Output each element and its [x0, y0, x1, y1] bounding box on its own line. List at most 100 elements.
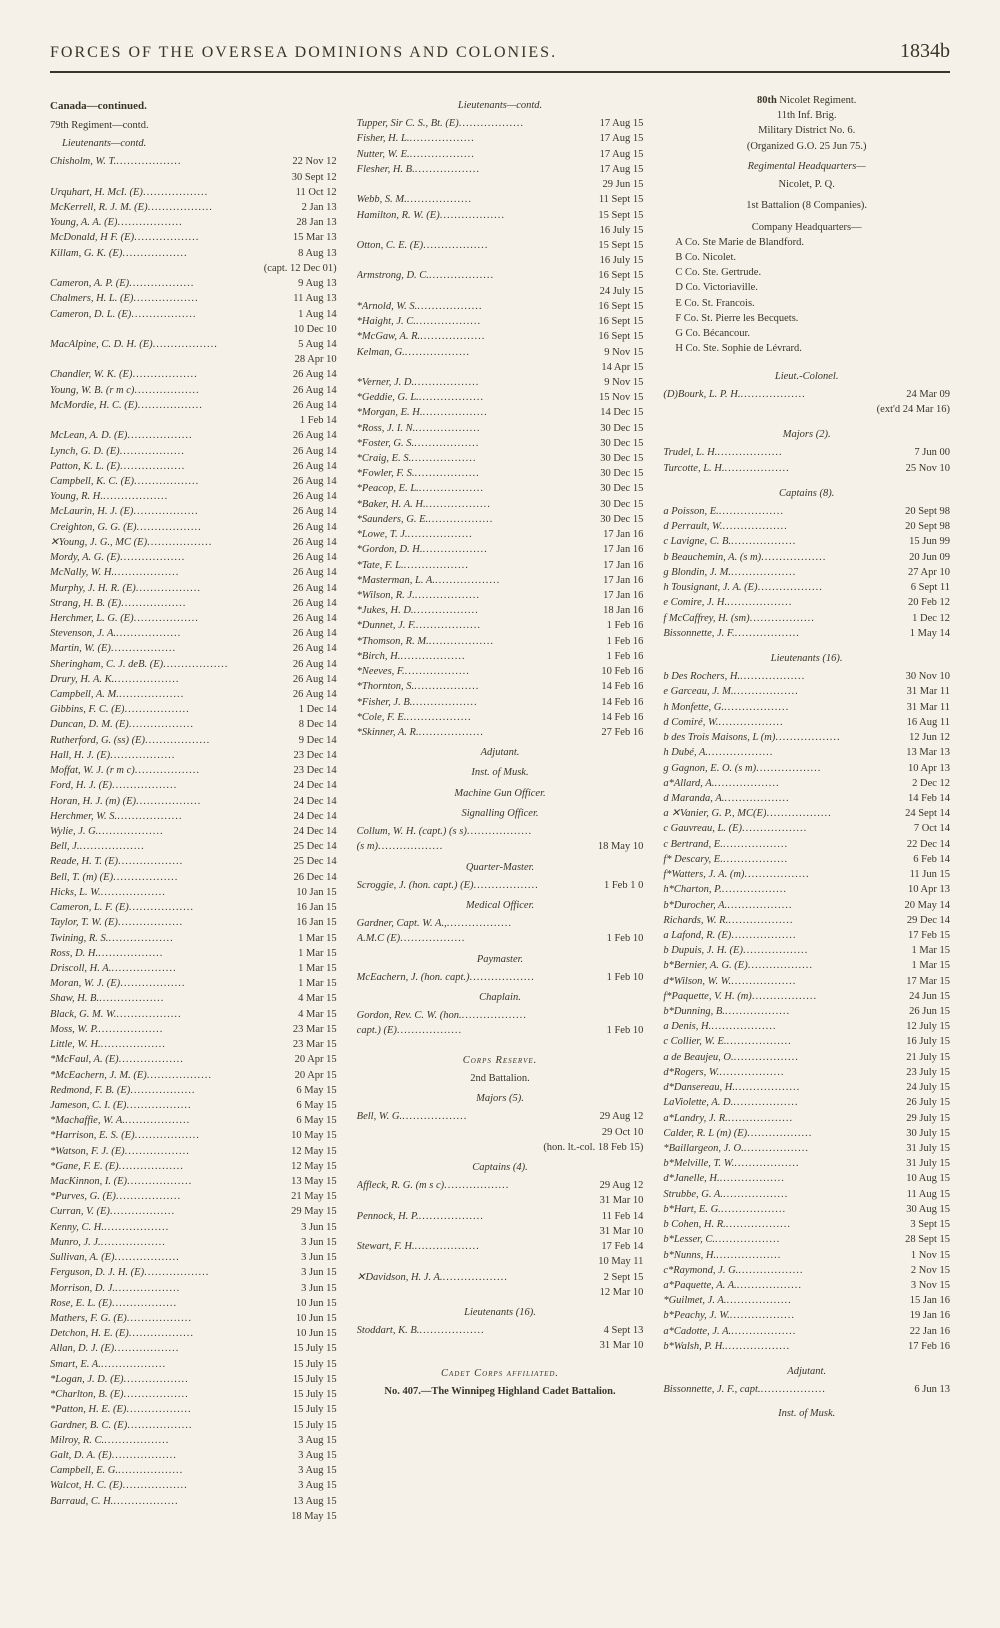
entry-row: *Fisher, J. B...................14 Feb 1… [357, 695, 644, 710]
entry-row: a Lafond, R. (E)..................17 Feb… [663, 928, 950, 943]
entry-row: McMordie, H. C. (E)..................26 … [50, 398, 337, 413]
entry-row: Moran, W. J. (E)..................1 Mar … [50, 976, 337, 991]
entry-row: *Baillargeon, J. O...................31 … [663, 1141, 950, 1156]
entry-row: *Gordon, D. H...................17 Jan 1… [357, 542, 644, 557]
battalion-heading: 2nd Battalion. [357, 1071, 644, 1086]
entry-row: Shaw, H. B...................4 Mar 15 [50, 991, 337, 1006]
entry-row: Trudel, L. H...................7 Jun 00 [663, 445, 950, 460]
entry-row: Allan, D. J. (E)..................15 Jul… [50, 1341, 337, 1356]
entry-row: Campbell, K. C. (E)..................26 … [50, 474, 337, 489]
entry-row: a*Landry, J. R...................29 July… [663, 1111, 950, 1126]
entry-row: Armstrong, D. C...................16 Sep… [357, 268, 644, 283]
entry-row: Drury, H. A. K...................26 Aug … [50, 672, 337, 687]
entry-row: Bell, W. G...................29 Aug 12 [357, 1109, 644, 1124]
entry-row: LaViolette, A. D...................26 Ju… [663, 1095, 950, 1110]
entry-row: Herchmer, L. G. (E)..................26 … [50, 611, 337, 626]
entry-row: 18 May 15 [50, 1509, 337, 1524]
entry-row: *Dunnet, J. F...................1 Feb 16 [357, 618, 644, 633]
entry-row: Wylie, J. G...................24 Dec 14 [50, 824, 337, 839]
regiment-heading: 79th Regiment—contd. [50, 118, 337, 133]
entry-row: Young, R. H...................26 Aug 14 [50, 489, 337, 504]
majors-heading: Majors (2). [663, 427, 950, 442]
entry-row: f*Watters, J. A. (m)..................11… [663, 867, 950, 882]
entry-row: (ext'd 24 Mar 16) [663, 402, 950, 417]
entry-row: (D)Bourk, L. P. H...................24 M… [663, 387, 950, 402]
entry-row: Walcot, H. C. (E)..................3 Aug… [50, 1478, 337, 1493]
company-item: C Co. Ste. Gertrude. [675, 265, 950, 280]
entry-row: a*Allard, A...................2 Dec 12 [663, 776, 950, 791]
entry-row: Moss, W. P...................23 Mar 15 [50, 1022, 337, 1037]
entries-list: Collum, W. H. (capt.) (s s).............… [357, 824, 644, 854]
entry-row: a Poisson, E...................20 Sept 9… [663, 504, 950, 519]
entry-row: *McEachern, J. M. (E)..................2… [50, 1068, 337, 1083]
entry-row: Bissonnette, J. F...................1 Ma… [663, 626, 950, 641]
entry-row: McLean, A. D. (E)..................26 Au… [50, 428, 337, 443]
entry-row: Mathers, F. G. (E)..................10 J… [50, 1311, 337, 1326]
entry-row: ✕Young, J. G., MC (E)..................2… [50, 535, 337, 550]
entry-row: h*Charton, P...................10 Apr 13 [663, 882, 950, 897]
entries-list: Gordon, Rev. C. W. (hon.................… [357, 1008, 644, 1038]
entry-row: ✕Davidson, H. J. A...................2 S… [357, 1270, 644, 1285]
entry-row: Martin, W. (E)..................26 Aug 1… [50, 641, 337, 656]
entry-row: Hicks, L. W...................10 Jan 15 [50, 885, 337, 900]
company-item: E Co. St. Francois. [675, 296, 950, 311]
entry-row: (capt. 12 Dec 01) [50, 261, 337, 276]
entry-row: Calder, R. L (m) (E)..................30… [663, 1126, 950, 1141]
entries-list: Bissonnette, J. F., capt................… [663, 1382, 950, 1397]
entry-row: *Masterman, L. A...................17 Ja… [357, 573, 644, 588]
entry-row: *Lowe, T. J...................17 Jan 16 [357, 527, 644, 542]
cadet-heading: Cadet Corps affiliated. [357, 1366, 644, 1381]
entry-row: c*Raymond, J. G...................2 Nov … [663, 1263, 950, 1278]
entry-row: Twining, R. S...................1 Mar 15 [50, 931, 337, 946]
entries-list: Scroggie, J. (hon. capt.) (E)...........… [357, 878, 644, 893]
entry-row: Killam, G. K. (E)..................8 Aug… [50, 246, 337, 261]
entry-row: d*Dansereau, H...................24 July… [663, 1080, 950, 1095]
entry-row: Cameron, A. P. (E)..................9 Au… [50, 276, 337, 291]
company-list: A Co. Ste Marie de Blandford.B Co. Nicol… [663, 235, 950, 357]
captains-heading: Captains (8). [663, 486, 950, 501]
entry-row: Nutter, W. E...................17 Aug 15 [357, 147, 644, 162]
entry-row: Chisholm, W. T...................22 Nov … [50, 154, 337, 169]
entry-row: Ross, D. H...................1 Mar 15 [50, 946, 337, 961]
entry-row: Galt, D. A. (E)..................3 Aug 1… [50, 1448, 337, 1463]
entry-row: Turcotte, L. H...................25 Nov … [663, 461, 950, 476]
entry-row: 12 Mar 10 [357, 1285, 644, 1300]
entry-row: a Denis, H...................12 July 15 [663, 1019, 950, 1034]
entry-row: a de Beaujeu, O...................21 Jul… [663, 1050, 950, 1065]
entry-row: 31 Mar 10 [357, 1193, 644, 1208]
entry-row: b*Peachy, J. W...................19 Jan … [663, 1308, 950, 1323]
entry-row: d*Wilson, W. W...................17 Mar … [663, 974, 950, 989]
entry-row: c Lavigne, C. B...................15 Jun… [663, 534, 950, 549]
captains-heading: Captains (4). [357, 1160, 644, 1175]
entry-row: Hamilton, R. W. (E)..................15 … [357, 208, 644, 223]
entry-row: Barraud, C. H...................13 Aug 1… [50, 1494, 337, 1509]
entry-row: Rose, E. L. (E)..................10 Jun … [50, 1296, 337, 1311]
entries-list: McEachern, J. (hon. capt.)..............… [357, 970, 644, 985]
entry-row: c Bertrand, E...................22 Dec 1… [663, 837, 950, 852]
entries-list: Affleck, R. G. (m s c)..................… [357, 1178, 644, 1300]
entry-row: capt.) (E)..................1 Feb 10 [357, 1023, 644, 1038]
entry-row: Reade, H. T. (E)..................25 Dec… [50, 854, 337, 869]
entry-row: e Comire, J. H...................20 Feb … [663, 595, 950, 610]
entry-row: Creighton, G. G. (E)..................26… [50, 520, 337, 535]
entry-row: c Collier, W. E...................16 Jul… [663, 1034, 950, 1049]
entry-row: *Arnold, W. S...................16 Sept … [357, 299, 644, 314]
entry-row: *Logan, J. D. (E)..................15 Ju… [50, 1372, 337, 1387]
entry-row: Sheringham, C. J. deB. (E)..............… [50, 657, 337, 672]
entry-row: c Gauvreau, L. (E)..................7 Oc… [663, 821, 950, 836]
entry-row: b Cohen, H. R...................3 Sept 1… [663, 1217, 950, 1232]
entry-row: *Harrison, E. S. (E)..................10… [50, 1128, 337, 1143]
content-columns: Canada—continued. 79th Regiment—contd. L… [50, 93, 950, 1524]
entry-row: *Thomson, R. M...................1 Feb 1… [357, 634, 644, 649]
reg-hq: Regimental Headquarters— [663, 159, 950, 174]
entry-row: *Jukes, H. D...................18 Jan 16 [357, 603, 644, 618]
rank-heading: Lieutenants—contd. [62, 136, 337, 151]
entry-row: Young, A. A. (E)..................28 Jan… [50, 215, 337, 230]
entry-row: Mordy, A. G. (E)..................26 Aug… [50, 550, 337, 565]
entry-row: g Gagnon, E. O. (s m)..................1… [663, 761, 950, 776]
mgo-heading: Machine Gun Officer. [357, 786, 644, 801]
entries-list: Chisholm, W. T...................22 Nov … [50, 154, 337, 1524]
entry-row: 10 Dec 10 [50, 322, 337, 337]
entry-row: h Dubé, A...................13 Mar 13 [663, 745, 950, 760]
entry-row: Pennock, H. P...................11 Feb 1… [357, 1209, 644, 1224]
